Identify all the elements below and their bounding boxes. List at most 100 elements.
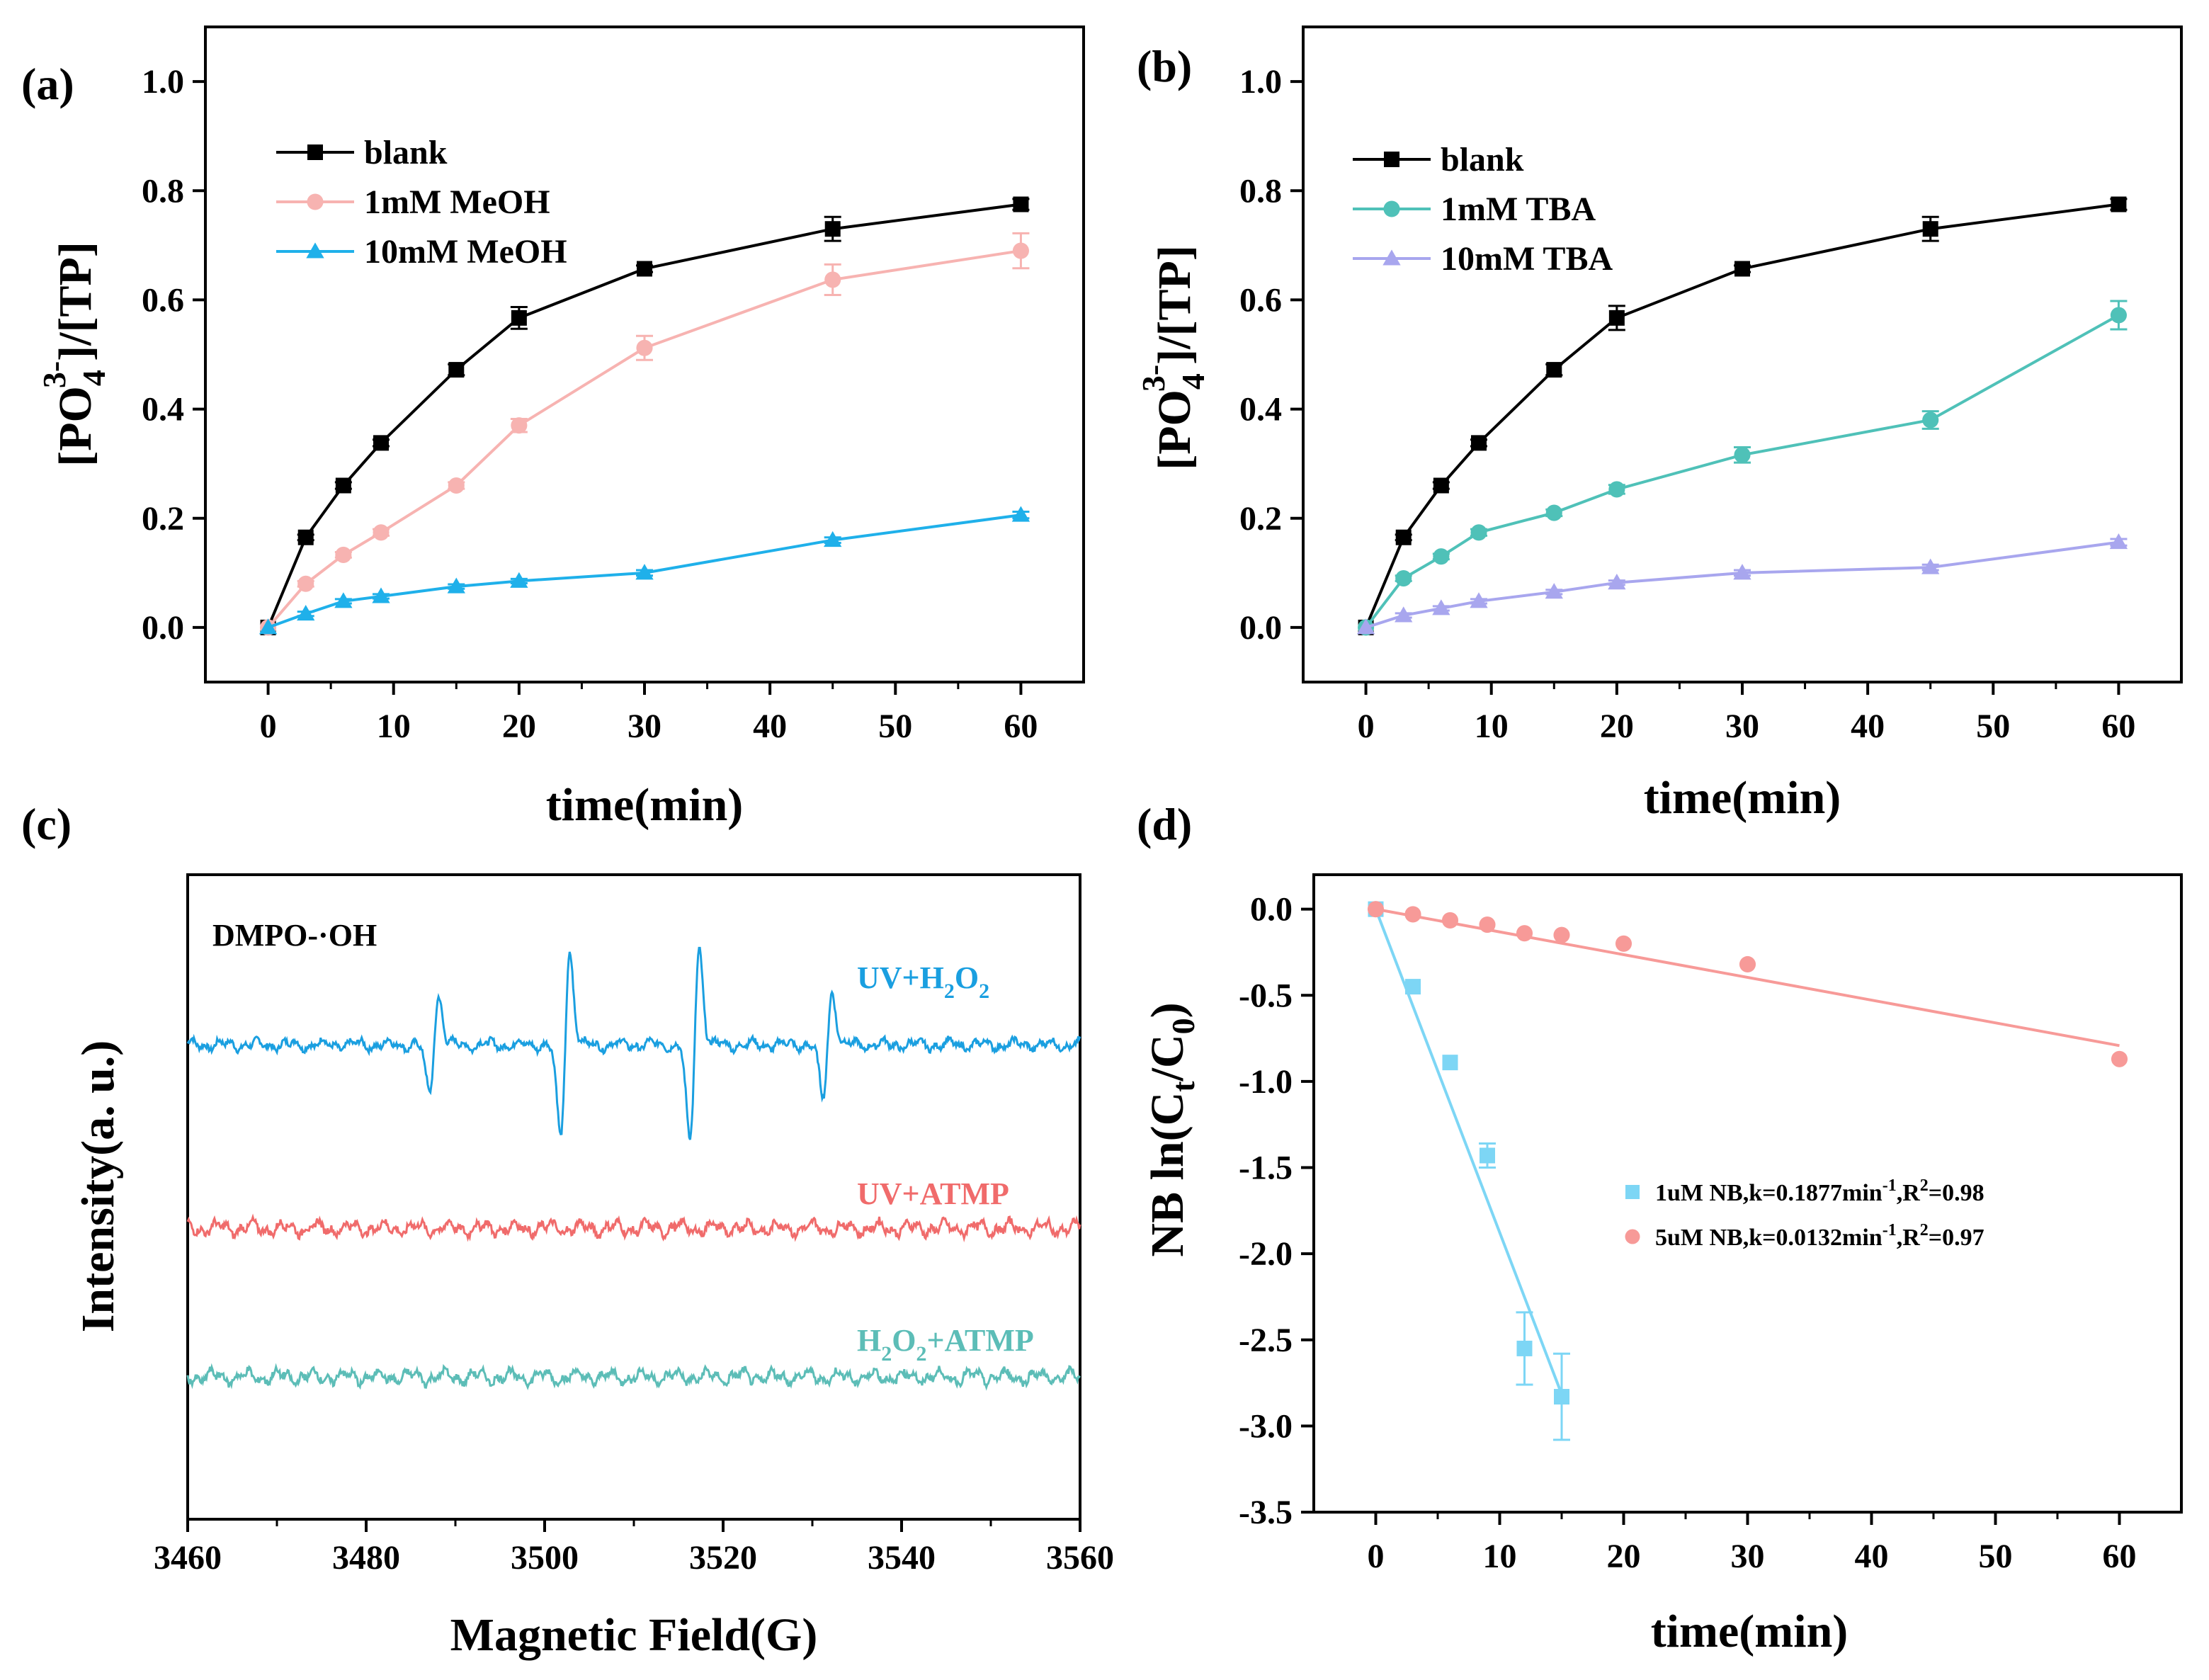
- panel-b-series-2-point-7: [1921, 558, 1940, 574]
- panel-a-y-tick-label-2: 0.4: [142, 391, 184, 428]
- panel-b-series-0-point-1: [1395, 529, 1412, 545]
- panel-b-series-0-point-7: [1922, 221, 1938, 237]
- panel-c-label: (c): [21, 799, 72, 849]
- panel-a-y-tick-label-5: 1.0: [142, 63, 184, 101]
- panel-b-legend-2-marker: [1382, 249, 1401, 266]
- panel-b-x-tick-label-6: 60: [2101, 708, 2135, 745]
- panel-b-series-2-point-1: [1395, 606, 1413, 623]
- panel-b-y-tick-label-3: 0.6: [1239, 281, 1282, 319]
- panel-d-series-1-point-0: [1367, 901, 1385, 918]
- panel-b-series-0-point-5: [1608, 310, 1625, 326]
- panel-b-label: (b): [1137, 41, 1192, 91]
- panel-d-x-tick-label-0: 0: [1368, 1538, 1385, 1575]
- panel-a-legend: blank 1mM MeOH 10mM MeOH: [276, 134, 567, 271]
- panel-b-series-1-point-5: [1608, 481, 1625, 498]
- panel-c-x-tick-label-1: 3480: [332, 1539, 400, 1577]
- panel-a-series-0-point-7: [824, 221, 841, 237]
- panel-a-series-0-point-2: [335, 477, 351, 494]
- panel-b-x-tick-label-1: 10: [1475, 708, 1509, 745]
- panel-d-series-1-point-1: [1404, 906, 1421, 923]
- panel-a-series-2-point-5: [510, 572, 528, 588]
- panel-a-series-2-point-4: [447, 577, 465, 594]
- panel-a-series-1-point-2: [335, 546, 352, 563]
- panel-d-y-title: NB ln(Ct/C0): [1142, 1002, 1201, 1256]
- panel-d-y-tick-label-3: -1.5: [1239, 1150, 1293, 1187]
- panel-b-series-2-point-0: [1356, 618, 1375, 635]
- panel-b-series-1-point-8: [2110, 307, 2127, 324]
- panel-a-legend-1-label: 1mM MeOH: [364, 183, 550, 221]
- panel-d-x-tick-label-3: 30: [1731, 1538, 1765, 1575]
- panel-b-legend: blank 1mM TBA 10mM TBA: [1353, 141, 1613, 278]
- panel-b-series-2-point-2: [1432, 599, 1450, 615]
- panel-c-spectrum-label-0: UV+H2O2: [857, 960, 989, 1003]
- panel-c-y-title: Intensity(a. u.): [72, 1040, 124, 1333]
- panel-d-series-1-point-8: [2111, 1050, 2128, 1067]
- panel-d-y-tick-label-4: -2.0: [1239, 1235, 1293, 1273]
- panel-a-series-2-point-8: [1011, 506, 1030, 522]
- panel-c-spectrum-1: [186, 1213, 1081, 1243]
- panel-a-series-1-point-8: [1012, 242, 1029, 259]
- panel-d-series-0-fit-line: [1374, 908, 1563, 1395]
- panel-b-series-2-point-5: [1608, 574, 1626, 590]
- panel-b-series-1-point-3: [1470, 524, 1487, 541]
- panel-b-x-title: time(min): [1644, 772, 1841, 824]
- panel-a-x-tick-label-3: 30: [628, 708, 661, 745]
- panel-a-x-tick-label-6: 60: [1004, 708, 1038, 745]
- panel-d-legend-1-label: 5uM NB,k=0.0132min-1,R2=0.97: [1655, 1221, 1984, 1251]
- panel-a-x-tick-label-4: 40: [753, 708, 787, 745]
- panel-a-series-2-point-0: [259, 618, 278, 635]
- panel-a-series-1-point-6: [636, 339, 653, 356]
- panel-d-y-tick-label-1: -0.5: [1239, 977, 1293, 1014]
- panel-b-series-2-point-3: [1470, 592, 1488, 608]
- panel-d-series-1-fit-line: [1375, 907, 2120, 1048]
- panel-d-x-tick-label-1: 10: [1483, 1538, 1517, 1575]
- panel-a-x-tick-label-5: 50: [878, 708, 912, 745]
- panel-c-x-tick-label-0: 3460: [154, 1539, 222, 1577]
- panel-a-series-0-point-3: [373, 435, 389, 451]
- panel-a-x-tick-label-0: 0: [260, 708, 277, 745]
- panel-a-label: (a): [21, 59, 74, 109]
- panel-b-y-tick-label-5: 1.0: [1239, 63, 1282, 101]
- panel-b-series-2-point-6: [1733, 564, 1751, 580]
- panel-a-ticks: 0 10 20 30 40 50 60 0.0 0.2 0.4 0.6 0.8 1.0: [142, 63, 1038, 745]
- panel-c-x-tick-label-3: 3520: [689, 1539, 757, 1577]
- panel-a-x-title: time(min): [546, 779, 744, 831]
- panel-b-x-tick-label-4: 40: [1851, 708, 1885, 745]
- panel-b-x-tick-label-0: 0: [1358, 708, 1375, 745]
- panel-d-series-1-point-4: [1516, 925, 1533, 942]
- panel-c-x-tick-label-2: 3500: [511, 1539, 579, 1577]
- panel-d-series-0-point-4: [1516, 1340, 1533, 1356]
- panel-b-legend-0-marker: [1384, 152, 1399, 167]
- panel-b-x-tick-label-2: 20: [1600, 708, 1634, 745]
- panel-a-series-1-point-3: [373, 524, 390, 541]
- panel-d-y-tick-label-2: -1.0: [1239, 1063, 1293, 1101]
- panel-c-ticks: 3460 3480 3500 3520 3540 3560: [154, 1519, 1114, 1577]
- panel-d-y-tick-label-5: -2.5: [1239, 1322, 1293, 1359]
- panel-a-series-1-point-5: [511, 417, 528, 434]
- panel-a-series-0-point-4: [448, 362, 465, 378]
- panel-a-series-0-point-6: [637, 261, 652, 277]
- panel-a-series-1-point-1: [297, 575, 314, 592]
- panel-a-series-0-point-1: [297, 529, 314, 545]
- panel-b-series: [1356, 196, 2128, 636]
- panel-a-legend-0-marker: [307, 144, 323, 160]
- panel-d-x-title: time(min): [1651, 1606, 1849, 1657]
- panel-d-legend-0-label: 1uM NB,k=0.1877min-1,R2=0.98: [1655, 1176, 1984, 1206]
- panel-d-ticks: 0 10 20 30 40 50 60 0.0 -0.5 -1.0 -1.5 -2.0 -2.5 -3.0…: [1239, 891, 2136, 1575]
- panel-d-series-0-point-2: [1442, 1055, 1458, 1071]
- panel-c: (c) 3460 3480 3500 3520 3540 3560 UV+H2O2 UV+A…: [21, 799, 1114, 1661]
- panel-b-legend-1-label: 1mM TBA: [1441, 191, 1596, 228]
- panel-c-spectrum-0: [186, 946, 1081, 1140]
- panel-a-series-1-point-7: [824, 271, 841, 288]
- panel-d-series-1-point-7: [1739, 955, 1756, 973]
- panel-b-y-title: [PO43-]/[TP]: [1135, 245, 1211, 470]
- panel-b-series-1-point-4: [1545, 504, 1562, 521]
- panel-a-series-2-point-6: [635, 564, 654, 580]
- panel-a: (a) 0 10 20 30 40 50 60 0.0 0.2 0.4 0.6 0.8 1.0 time…: [21, 25, 1085, 831]
- panel-a-y-tick-label-0: 0.0: [142, 609, 184, 647]
- panel-a-series: [259, 196, 1030, 636]
- panel-d-x-tick-label-4: 40: [1855, 1538, 1889, 1575]
- panel-b-x-tick-label-3: 30: [1725, 708, 1759, 745]
- panel-c-series: UV+H2O2 UV+ATMP H2O2+ATMP: [186, 946, 1081, 1391]
- panel-a-series-1-point-4: [448, 477, 465, 494]
